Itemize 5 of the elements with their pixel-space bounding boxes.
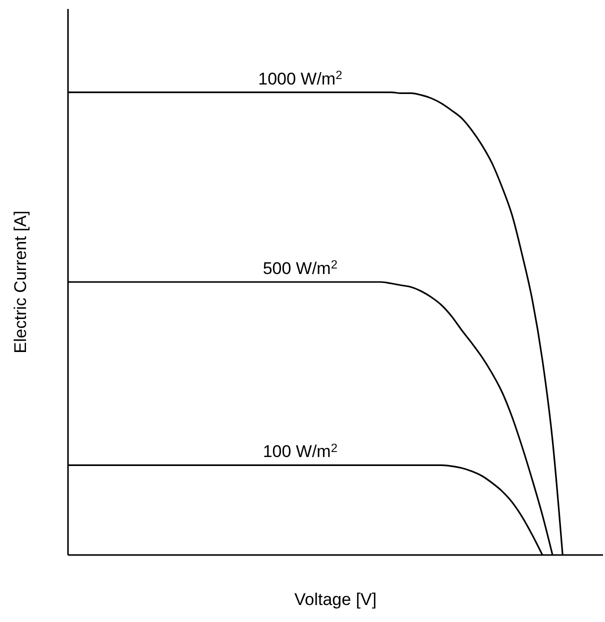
series-label: 500 W/m$^{2}$ xyxy=(262,258,338,278)
x-axis-title: Voltage [V] xyxy=(294,590,377,609)
series-label: 1000 W/m$^{2}$ xyxy=(258,68,343,88)
y-axis-title: Electric Current [A] xyxy=(10,210,30,354)
series-label: 100 W/m$^{2}$ xyxy=(262,440,338,462)
